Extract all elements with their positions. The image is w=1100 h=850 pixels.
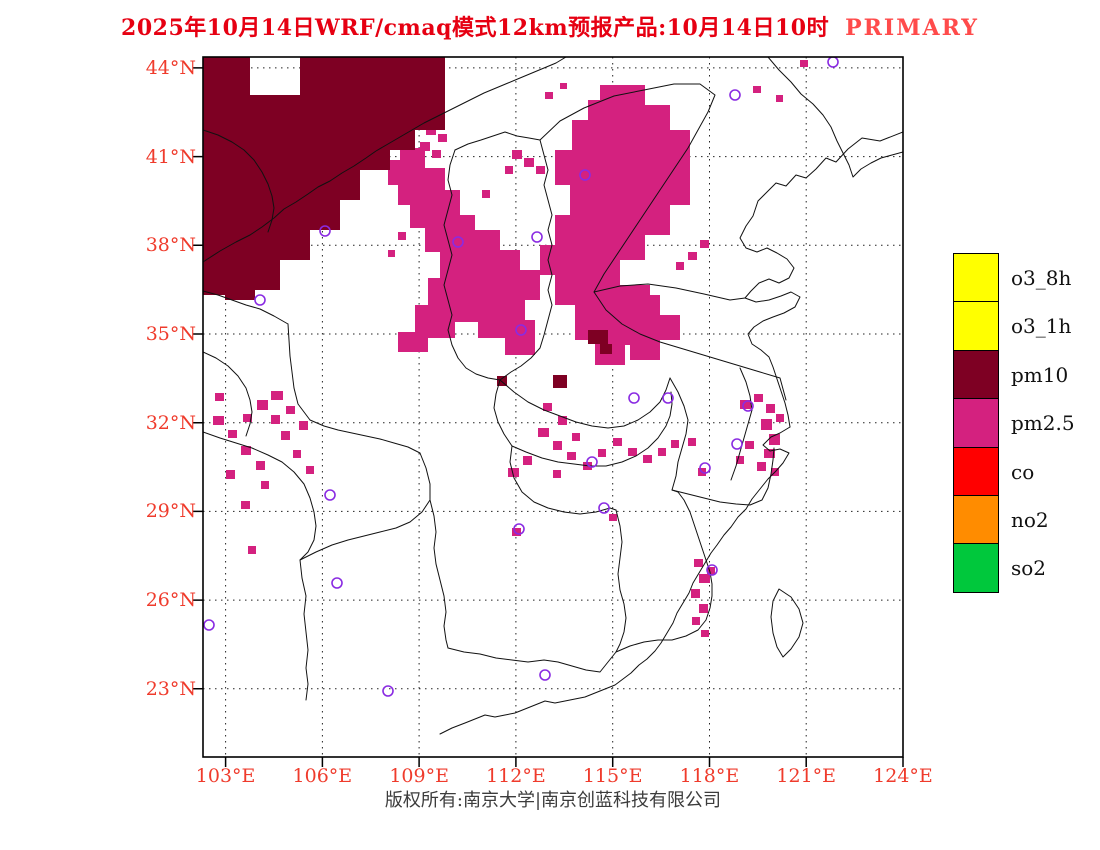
legend-label: o3_8h <box>1011 266 1072 290</box>
lon-tick-label: 124°E <box>873 765 933 787</box>
pm10-regions <box>203 57 612 388</box>
title-text: 2025年10月14日WRF/cmaq模式12km预报产品:10月14日10时 <box>121 15 830 41</box>
map-frame <box>202 56 904 758</box>
lat-tick-label: 29°N <box>145 500 196 523</box>
legend-item-pm10: pm10 <box>953 349 1075 400</box>
lat-tick-label: 41°N <box>145 145 196 168</box>
legend-swatch-so2 <box>953 543 999 594</box>
lon-tick-label: 106°E <box>292 765 353 787</box>
legend-label: co <box>1011 459 1035 484</box>
legend-swatch-no2 <box>953 495 999 546</box>
lat-tick-label: 32°N <box>145 411 196 434</box>
page-title: 2025年10月14日WRF/cmaq模式12km预报产品:10月14日10时 P… <box>0 10 1100 42</box>
legend-item-no2: no2 <box>953 495 1075 546</box>
lon-tick-label: 112°E <box>486 765 546 787</box>
lat-tick-label: 38°N <box>145 234 196 257</box>
legend-item-o3_1h: o3_1h <box>953 301 1075 352</box>
legend-label: o3_1h <box>1011 314 1072 339</box>
lon-tick-label: 115°E <box>582 765 643 787</box>
title-primary-tag: PRIMARY <box>845 15 979 41</box>
lon-tick-label: 118°E <box>679 765 740 787</box>
legend-item-pm2.5: pm2.5 <box>953 398 1075 449</box>
copyright-text: 版权所有:南京大学|南京创蓝科技有限公司 <box>384 790 722 811</box>
legend-item-so2: so2 <box>953 543 1075 594</box>
legend-swatch-pm2.5 <box>953 398 999 449</box>
axis-ticks <box>193 67 904 767</box>
legend-item-o3_8h: o3_8h <box>953 253 1075 303</box>
legend-label: pm10 <box>1011 362 1069 387</box>
legend-label: no2 <box>1011 508 1049 533</box>
legend-swatch-pm10 <box>953 349 999 400</box>
legend-label: pm2.5 <box>1011 411 1075 436</box>
legend-swatch-o3_8h <box>953 253 999 303</box>
city-markers <box>203 57 839 697</box>
lat-tick-label: 23°N <box>145 677 196 700</box>
pm25-regions <box>213 60 808 637</box>
province-borders <box>203 57 903 735</box>
legend-label: so2 <box>1011 556 1047 581</box>
legend-item-co: co <box>953 446 1075 497</box>
lon-tick-label: 109°E <box>389 765 449 787</box>
legend-swatch-co <box>953 446 999 497</box>
lat-tick-label: 44°N <box>145 56 196 79</box>
lon-tick-label: 121°E <box>776 765 837 787</box>
legend-swatch-o3_1h <box>953 301 999 352</box>
lat-tick-label: 26°N <box>145 589 196 612</box>
lon-tick-label: 103°E <box>195 765 256 787</box>
pollutant-legend: o3_8h o3_1h pm10 pm2.5 co no2 so2 <box>953 253 1075 594</box>
lat-tick-label: 35°N <box>145 323 196 346</box>
